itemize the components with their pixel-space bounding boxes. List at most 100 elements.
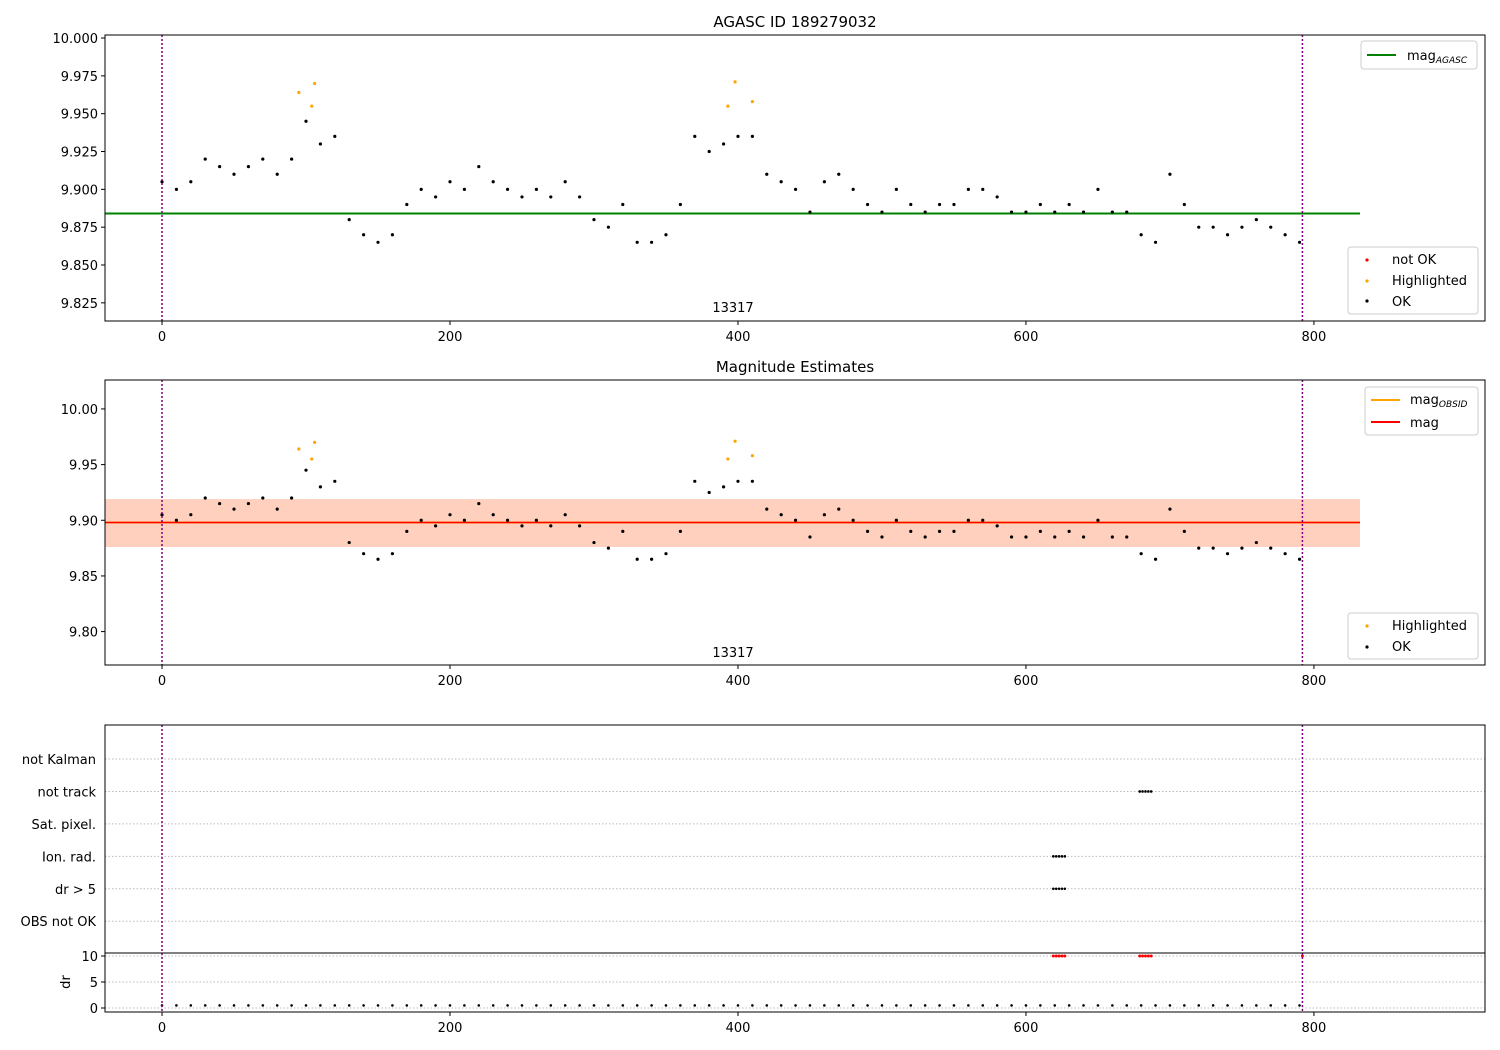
ok-point bbox=[664, 552, 668, 556]
dr-point bbox=[923, 1004, 927, 1007]
ok-point bbox=[376, 240, 380, 244]
ok-point bbox=[693, 479, 697, 483]
dr-point bbox=[477, 1004, 481, 1007]
dr-point bbox=[1082, 1004, 1085, 1007]
flag-point bbox=[1138, 790, 1142, 793]
ok-point bbox=[419, 518, 423, 522]
dr-point bbox=[578, 1004, 581, 1007]
dr-point bbox=[995, 1004, 999, 1007]
flag-point bbox=[1057, 855, 1061, 858]
dr-point bbox=[1154, 1004, 1157, 1007]
ok-point bbox=[1182, 529, 1186, 534]
dr-point bbox=[1240, 1004, 1244, 1007]
ok-point bbox=[218, 165, 222, 169]
y-tick-label: 9.875 bbox=[61, 221, 98, 236]
dr-point bbox=[1269, 1004, 1273, 1007]
dr-point bbox=[203, 1004, 207, 1007]
ok-point bbox=[707, 149, 711, 154]
category-tick-label: Sat. pixel. bbox=[32, 818, 96, 833]
ok-point bbox=[678, 202, 682, 207]
dr-point bbox=[549, 1004, 553, 1007]
ok-point bbox=[203, 157, 207, 161]
dr-point bbox=[938, 1004, 941, 1007]
dr-point bbox=[664, 1004, 668, 1007]
ok-point bbox=[880, 210, 884, 214]
highlighted-point bbox=[310, 104, 314, 108]
ok-point bbox=[477, 165, 481, 169]
y-tick-label: 9.850 bbox=[61, 259, 98, 274]
ok-point bbox=[549, 195, 553, 199]
dr-point bbox=[1096, 1004, 1100, 1007]
ok-point bbox=[1225, 552, 1230, 556]
ok-point bbox=[1283, 552, 1287, 556]
x-tick-label: 400 bbox=[726, 330, 751, 345]
x-tick-label: 800 bbox=[1302, 674, 1327, 689]
dr-high-point bbox=[1060, 954, 1064, 958]
legend-mag: magOBSID mag bbox=[1364, 386, 1479, 436]
dr-point bbox=[1125, 1004, 1129, 1007]
flag-point bbox=[1052, 887, 1055, 891]
ok-point bbox=[448, 180, 452, 184]
dr-point bbox=[981, 1004, 985, 1007]
dr-point bbox=[607, 1004, 610, 1007]
dr-point bbox=[535, 1004, 538, 1007]
ok-point bbox=[333, 479, 337, 483]
ok-point bbox=[434, 195, 438, 199]
flag-point bbox=[1141, 790, 1144, 793]
ok-point bbox=[1139, 552, 1143, 556]
ok-point bbox=[318, 485, 323, 489]
ok-point bbox=[937, 202, 942, 207]
ok-point bbox=[1211, 546, 1215, 550]
dr-point bbox=[319, 1004, 322, 1007]
panel2-title: Magnitude Estimates bbox=[716, 358, 874, 376]
ok-point bbox=[851, 187, 855, 191]
dr-point bbox=[1211, 1004, 1215, 1007]
dr-point bbox=[1183, 1004, 1186, 1007]
dr-high-point bbox=[1054, 954, 1058, 958]
highlighted-point bbox=[733, 439, 737, 443]
ok-point bbox=[793, 518, 798, 522]
ok-point bbox=[1081, 210, 1086, 214]
ok-point bbox=[160, 180, 164, 184]
svg-text:OK: OK bbox=[1392, 295, 1411, 310]
ok-point bbox=[865, 529, 870, 534]
dr-point bbox=[261, 1004, 265, 1007]
dr-point bbox=[275, 1004, 279, 1007]
dr-point bbox=[1010, 1004, 1013, 1007]
ok-point bbox=[981, 187, 985, 191]
dr-point bbox=[333, 1004, 337, 1007]
x-tick-label: 0 bbox=[158, 1021, 166, 1036]
ok-point bbox=[937, 529, 942, 534]
ok-point bbox=[577, 195, 582, 199]
dr-point bbox=[952, 1004, 956, 1007]
x-tick-label: 200 bbox=[438, 674, 463, 689]
dr-point bbox=[1197, 1004, 1201, 1007]
ok-point bbox=[549, 524, 553, 528]
ok-point bbox=[736, 134, 740, 138]
ok-point bbox=[851, 518, 855, 522]
panel-frame-2 bbox=[104, 379, 1486, 666]
ok-point bbox=[534, 187, 538, 191]
dr-point bbox=[563, 1004, 567, 1007]
highlighted-point bbox=[733, 80, 737, 84]
ok-point bbox=[1240, 225, 1244, 229]
y-tick-label: 9.85 bbox=[69, 570, 98, 585]
ok-point bbox=[174, 187, 179, 191]
svg-text:Highlighted: Highlighted bbox=[1392, 619, 1467, 634]
ok-point bbox=[822, 180, 826, 184]
ok-point bbox=[981, 518, 985, 522]
dr-point bbox=[779, 1004, 783, 1007]
ok-point bbox=[765, 172, 769, 176]
x-tick-label: 800 bbox=[1302, 1021, 1327, 1036]
x-tick-label: 400 bbox=[726, 1021, 751, 1036]
dr-high-point bbox=[1146, 954, 1150, 958]
ok-point bbox=[218, 501, 222, 506]
dr-point bbox=[1039, 1004, 1042, 1007]
ok-point bbox=[837, 507, 841, 511]
ok-point bbox=[203, 496, 207, 500]
ok-point bbox=[462, 518, 466, 522]
flag-point bbox=[1060, 855, 1064, 858]
ok-point bbox=[563, 180, 567, 184]
ok-point bbox=[491, 180, 495, 184]
